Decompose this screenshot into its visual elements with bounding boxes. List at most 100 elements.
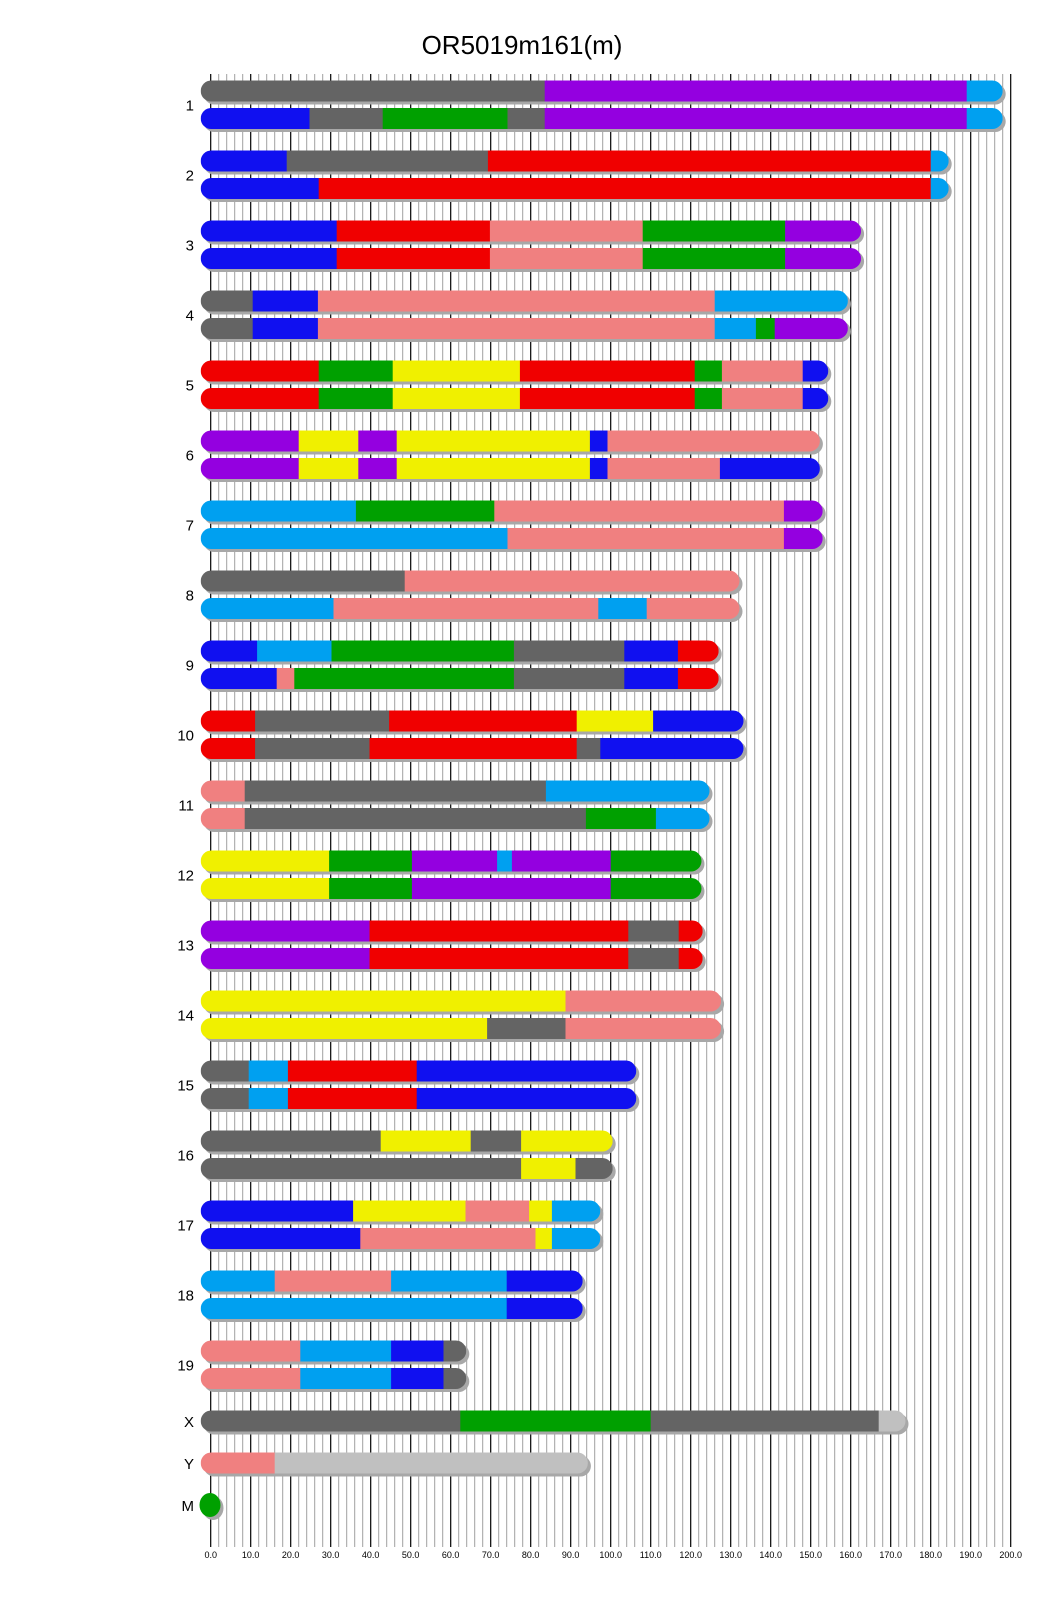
segment-yellow (521, 1130, 613, 1152)
segment-gray (309, 108, 384, 129)
segment-salmon (607, 458, 721, 479)
segment-gray (200, 80, 546, 102)
segment-salmon (360, 1228, 537, 1249)
chromosome-label: Y (184, 1456, 194, 1473)
segment-salmon (721, 388, 804, 409)
segment-green (694, 360, 723, 382)
segment-green (199, 1493, 221, 1517)
haplotype-bar (200, 290, 851, 315)
segment-blue (200, 1200, 354, 1222)
segment-blue (802, 360, 829, 382)
x-tick-label: 100.0 (599, 1550, 622, 1560)
haplotype-bar (200, 318, 851, 342)
segment-yellow (535, 1228, 553, 1249)
segment-blue (589, 458, 609, 479)
segment-green (355, 500, 495, 522)
segment-blue (200, 668, 278, 689)
x-tick-label: 190.0 (959, 1550, 982, 1560)
segment-gray (244, 808, 587, 829)
haplotype-bar (200, 220, 865, 245)
segment-yellow (521, 1158, 577, 1179)
segment-gray (513, 640, 625, 662)
segment-blue (391, 1368, 445, 1389)
segment-green (610, 878, 702, 899)
chromosome-label: 1 (186, 98, 194, 115)
segment-purple (200, 920, 371, 942)
haplotype-bar (200, 948, 706, 972)
segment-purple (785, 248, 862, 269)
segment-lightblue (545, 780, 710, 802)
segment-yellow (529, 1200, 553, 1222)
x-tick-label: 90.0 (562, 1550, 580, 1560)
x-tick-label: 0.0 (204, 1550, 217, 1560)
x-tick-label: 150.0 (799, 1550, 822, 1560)
segment-purple (511, 850, 612, 872)
chromosome-label: 7 (186, 518, 194, 535)
haplotype-bar (200, 850, 705, 875)
segment-red (287, 1060, 418, 1082)
haplotype-bar (200, 458, 823, 482)
haplotype-bar (200, 738, 747, 762)
segment-lightblue (248, 1060, 289, 1082)
segment-yellow (392, 360, 521, 382)
segment-blue (391, 1340, 445, 1362)
segment-gray (487, 1018, 567, 1039)
segment-blue (802, 388, 829, 409)
segment-salmon (565, 990, 722, 1012)
segment-salmon (494, 500, 785, 522)
x-tick-label: 20.0 (282, 1550, 300, 1560)
segment-blue (200, 1228, 361, 1249)
segment-blue (719, 458, 820, 479)
segment-salmon (317, 318, 716, 339)
haplotype-bar (200, 808, 713, 832)
segment-red (678, 920, 703, 942)
x-tick-label: 30.0 (322, 1550, 340, 1560)
segment-blue (589, 430, 609, 452)
haplotype-bar (200, 1270, 586, 1295)
segment-salmon (465, 1200, 530, 1222)
segment-lightblue (551, 1200, 601, 1222)
segment-gray (650, 1410, 880, 1432)
segment-lightblue (966, 108, 1003, 129)
x-tick-label: 170.0 (879, 1550, 902, 1560)
segment-blue (252, 318, 319, 339)
segment-green (642, 248, 786, 269)
segment-red (519, 360, 696, 382)
segment-blue (200, 150, 288, 172)
haplotype-bar (200, 1410, 909, 1435)
segment-yellow (298, 458, 359, 479)
segment-gray (575, 1158, 613, 1179)
segment-purple (411, 850, 498, 872)
segment-red (318, 178, 932, 199)
segment-green (318, 388, 394, 409)
x-tick-label: 160.0 (839, 1550, 862, 1560)
segment-purple (411, 878, 612, 899)
segment-lightblue (655, 808, 710, 829)
haplotype-bar (200, 1060, 640, 1085)
haplotype-bar (200, 780, 713, 805)
segment-blue (252, 290, 319, 312)
haplotype-bar (200, 668, 722, 692)
chromosome-label: 12 (177, 868, 194, 885)
haplotype-bar (200, 500, 826, 525)
segment-blue (416, 1060, 637, 1082)
segment-green (585, 808, 657, 829)
segment-green (460, 1410, 652, 1432)
segment-gray (443, 1340, 467, 1362)
segment-blue (624, 640, 679, 662)
segment-green (755, 318, 776, 339)
segment-gray (255, 710, 390, 732)
segment-lightblue (200, 598, 335, 619)
x-tick-label: 180.0 (919, 1550, 942, 1560)
chromosome-label: 3 (186, 238, 194, 255)
segment-red (677, 640, 719, 662)
segment-red (336, 248, 491, 269)
segment-blue (506, 1298, 583, 1319)
segment-salmon (489, 220, 644, 242)
segment-gray (244, 780, 547, 802)
haplotype-bar (200, 1018, 725, 1042)
chromosome-label: 4 (186, 308, 194, 325)
chromosome-label: 9 (186, 658, 194, 675)
segment-purple (785, 220, 862, 242)
